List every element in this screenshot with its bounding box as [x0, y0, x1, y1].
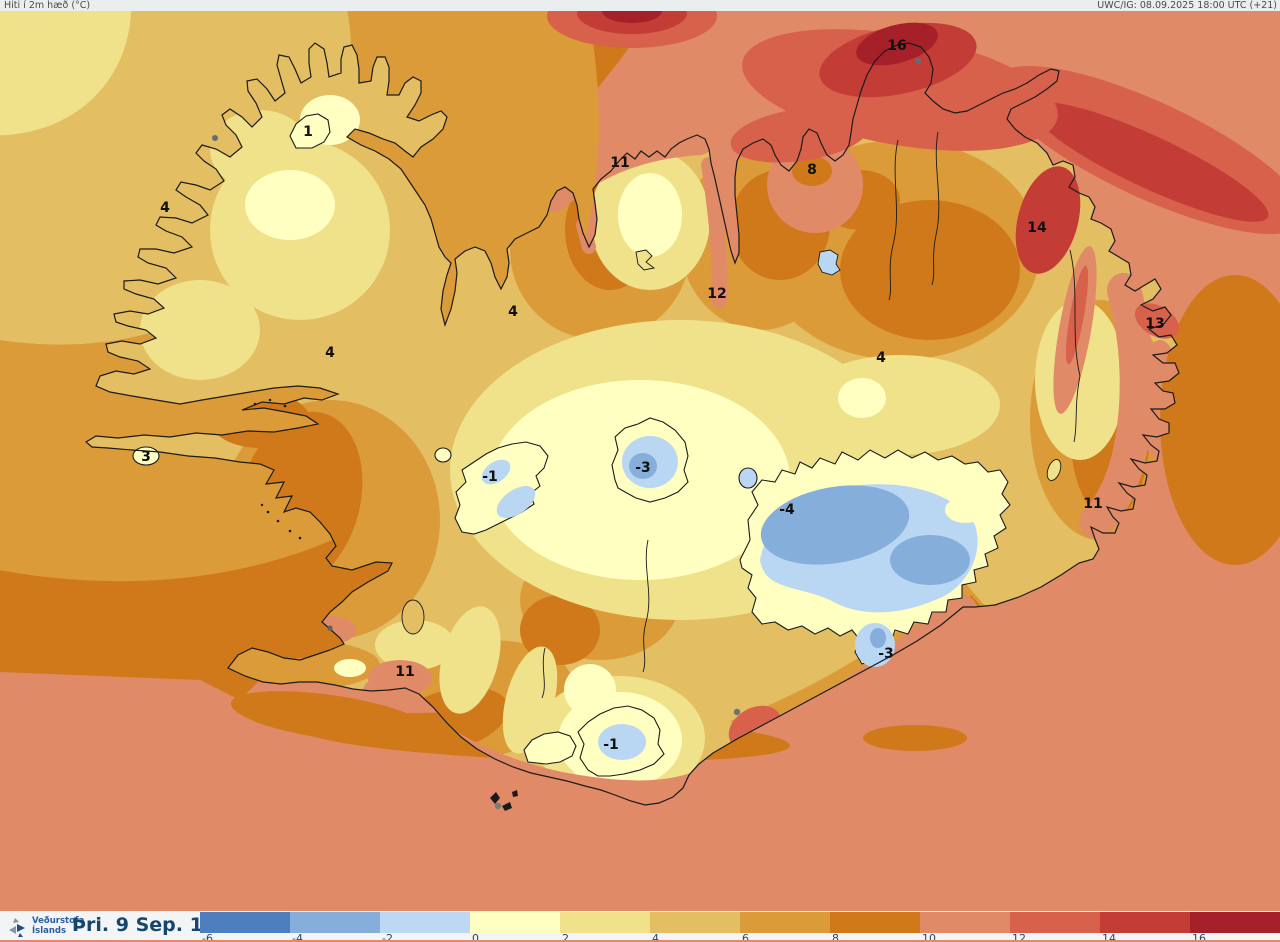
islands-and-markers — [212, 58, 921, 811]
temp-label: 11 — [1083, 496, 1102, 512]
temp-label: 4 — [508, 304, 518, 320]
temp-label: -1 — [603, 737, 619, 753]
legend-tick: 6 — [742, 932, 749, 942]
bottom-edge-strip — [0, 940, 1280, 942]
legend-tick: 8 — [832, 932, 839, 942]
legend-tick: 0 — [472, 932, 479, 942]
top-bar: Hiti í 2m hæð (°C) UWC/IG: 08.09.2025 18… — [0, 0, 1280, 11]
temp-label: 1 — [303, 124, 313, 140]
legend-tick: 4 — [652, 932, 659, 942]
legend-tick: -2 — [382, 932, 393, 942]
legend-tick: 16 — [1192, 932, 1206, 942]
temp-label: 8 — [807, 162, 817, 178]
lake-myvatn — [817, 249, 841, 276]
legend-segment — [290, 912, 380, 933]
temp-label: 4 — [876, 350, 886, 366]
legend-segment — [380, 912, 470, 933]
legend-tick: 2 — [562, 932, 569, 942]
temp-label: 11 — [395, 664, 414, 680]
temp-label: -4 — [779, 502, 795, 518]
temperature-legend: -6 -4 -2 0 2 4 6 8 10 12 14 16 — [200, 912, 1280, 942]
glacier-hofsjokull — [611, 417, 689, 503]
temp-label: -1 — [482, 469, 498, 485]
lake-thingvallavatn — [401, 599, 425, 635]
legend-segment — [200, 912, 290, 933]
lakes-layer — [401, 249, 1062, 635]
legend-segment — [1010, 912, 1100, 933]
model-run-info: UWC/IG: 08.09.2025 18:00 UTC (+21) — [1097, 0, 1277, 11]
northeast-warm-region — [730, 22, 1280, 339]
legend-tick: -6 — [202, 932, 213, 942]
rivers-layer — [541, 131, 1081, 699]
legend-segment — [650, 912, 740, 933]
legend-segment — [740, 912, 830, 933]
temp-label: 11 — [610, 155, 629, 171]
legend-segment — [830, 912, 920, 933]
lake-lagarfljot — [1046, 459, 1062, 481]
legend-segment — [470, 912, 560, 933]
map-title: Hiti í 2m hæð (°C) — [4, 0, 91, 11]
temp-label: 4 — [325, 345, 335, 361]
legend-tick: 12 — [1012, 932, 1026, 942]
legend-segment — [920, 912, 1010, 933]
met-office-logo-icon — [9, 918, 25, 937]
temp-label: -3 — [878, 646, 894, 662]
temp-label: 12 — [707, 286, 726, 302]
glaciers-layer — [132, 113, 1011, 777]
legend-tick: -4 — [292, 932, 303, 942]
legend-segment — [560, 912, 650, 933]
legend-tick: 14 — [1102, 932, 1116, 942]
temp-label: 4 — [160, 200, 170, 216]
org-name-line1: Veðurstofa — [32, 916, 85, 926]
glacier-myrdalsjokull — [523, 705, 665, 777]
glacier-tungnafellsjokull — [738, 467, 758, 489]
glacier-langjokull — [434, 441, 549, 535]
temp-label: 16 — [887, 38, 906, 54]
legend-segment — [1100, 912, 1190, 933]
bottom-bar: Veðurstofa Íslands Þri. 9 Sep. 15:00 -6-… — [0, 911, 1280, 942]
temp-label: 3 — [141, 449, 151, 465]
glacier-vatnajokull — [739, 449, 1011, 667]
legend-segment — [1190, 912, 1280, 933]
legend-tick: 10 — [922, 932, 936, 942]
temp-label: 13 — [1145, 316, 1164, 332]
glacier-drangajokull — [289, 113, 331, 149]
met-office-logo: Veðurstofa Íslands — [6, 914, 84, 940]
temp-label: -3 — [635, 460, 651, 476]
temp-label: 14 — [1027, 220, 1047, 236]
org-name-line2: Íslands — [32, 926, 67, 936]
lake — [635, 249, 656, 271]
